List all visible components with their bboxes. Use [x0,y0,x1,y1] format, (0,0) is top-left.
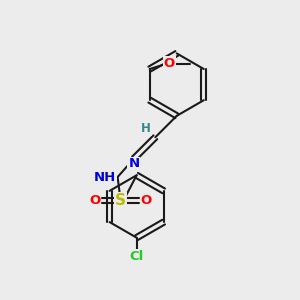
Text: S: S [115,193,126,208]
Text: NH: NH [94,170,116,184]
Text: O: O [141,194,152,207]
Text: O: O [89,194,100,207]
Text: Cl: Cl [130,250,144,262]
Text: N: N [128,158,140,170]
Text: H: H [141,122,151,135]
Text: O: O [164,57,175,70]
